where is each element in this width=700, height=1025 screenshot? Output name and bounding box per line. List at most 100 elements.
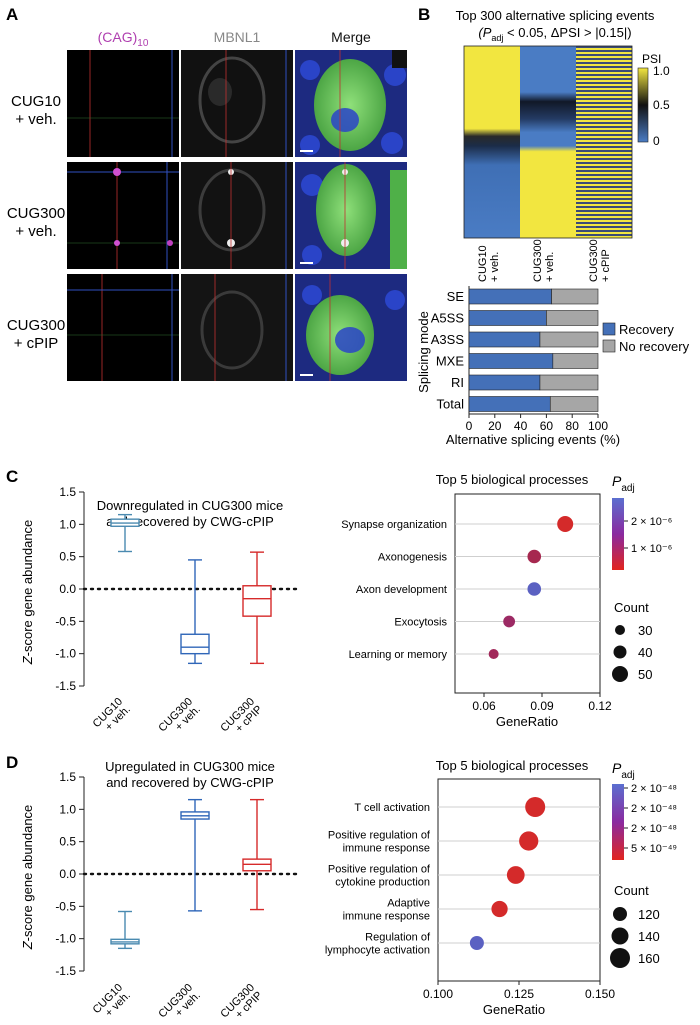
panel-a: (CAG)10 MBNL1 Merge CUG10 + veh. CUG300 + … — [7, 29, 407, 381]
term-dot — [527, 582, 542, 596]
bar-category-label: A5SS — [431, 311, 465, 326]
box-group-label: CUG300+ veh. — [156, 982, 203, 1025]
bar-segment-no-recovery — [546, 310, 599, 326]
legend-label-no-recovery: No recovery — [619, 339, 690, 354]
count-legend-dot — [610, 948, 630, 968]
padj-tick-label: 2 × 10⁻⁶ — [631, 516, 672, 528]
bar-segment-no-recovery — [549, 396, 599, 412]
bar-category-label: Total — [437, 397, 465, 412]
x-tick-label: 0.150 — [585, 987, 615, 1001]
boxplot-d-y-axis-label: Z-score gene abundance — [20, 805, 35, 951]
bar-segment-recovery — [468, 310, 547, 326]
col-header-merge: Merge — [331, 29, 371, 45]
heatmap-column-cug300-cpip — [576, 46, 632, 238]
term-dot — [506, 866, 525, 884]
count-legend-dot — [613, 645, 627, 659]
micrograph-row-2 — [67, 162, 407, 269]
y-tick-label: 0.5 — [59, 835, 76, 849]
term-label: Axon development — [356, 584, 447, 596]
heatmap-col-label-2: CUG300+ veh. — [532, 239, 556, 282]
term-dot — [491, 900, 508, 918]
micrograph-row-3 — [67, 274, 407, 381]
x-tick-label: 0.12 — [588, 699, 612, 713]
box-iqr — [180, 633, 210, 655]
padj-tick-label: 2 × 10⁻⁴⁸ — [631, 783, 677, 795]
y-tick-label: -0.5 — [55, 899, 76, 913]
count-legend-dot — [613, 907, 627, 921]
y-tick-label: 0.5 — [59, 550, 76, 564]
bar-y-axis-label: Splicing mode — [416, 311, 431, 393]
y-tick-label: -1.5 — [55, 679, 76, 693]
dotplot-d-title: Top 5 biological processes — [436, 758, 589, 773]
bar-segment-recovery — [468, 353, 554, 369]
panel-d-dot-plot: Top 5 biological processes GeneRatio T c… — [325, 758, 677, 1017]
panel-c-dot-plot: Top 5 biological processes GeneRatio Syn… — [341, 472, 672, 729]
term-label: Learning or memory — [349, 649, 448, 661]
row-label-1: CUG10 + veh. — [11, 93, 61, 128]
dotplot-c-title: Top 5 biological processes — [436, 472, 589, 487]
y-tick-label: -0.5 — [55, 614, 76, 628]
psi-colorbar-label: PSI — [642, 52, 661, 66]
count-legend-dot — [611, 927, 629, 945]
psi-tick-1: 1.0 — [653, 64, 670, 78]
row-label-3: CUG300 + cPIP — [7, 317, 65, 352]
bar-category-label: RI — [451, 375, 464, 390]
legend-swatch-no-recovery — [602, 339, 616, 353]
boxplot-c-title-line2: and recovered by CWG-cPIP — [106, 514, 274, 529]
bar-category-label: MXE — [436, 354, 465, 369]
y-tick-label: 1.5 — [59, 485, 76, 499]
bar-segment-no-recovery — [539, 331, 599, 348]
boxplot-c-title-line1: Downregulated in CUG300 mice — [97, 498, 283, 513]
x-tick-label: 0.125 — [504, 987, 534, 1001]
count-legend-label: 40 — [638, 645, 652, 660]
count-legend-dot — [615, 625, 625, 635]
bar-x-tick-label: 60 — [540, 419, 554, 433]
count-legend-label: 30 — [638, 623, 652, 638]
heatmap-title-line1: Top 300 alternative splicing events — [456, 8, 655, 23]
legend-swatch-recovery — [602, 322, 616, 336]
padj-colorbar-c — [612, 498, 624, 570]
dotplot-c-x-axis-label: GeneRatio — [496, 714, 558, 729]
box-group-2 — [180, 559, 210, 665]
box-group-label: CUG300+ cPIP — [218, 696, 265, 743]
y-tick-label: -1.5 — [55, 964, 76, 978]
term-label: Positive regulation of cytokine productio… — [328, 864, 431, 889]
heatmap-col-label-3: CUG300+ cPIP — [588, 239, 612, 282]
boxplot-d-title-line2: and recovered by CWG-cPIP — [106, 775, 274, 790]
panel-b: Top 300 alternative splicing events (Pad… — [456, 8, 670, 282]
x-tick-label: 0.100 — [423, 987, 453, 1001]
image-cag-row1 — [67, 50, 179, 157]
box-group-1 — [110, 513, 140, 553]
psi-colorbar — [637, 67, 649, 143]
plot-frame — [454, 493, 601, 694]
term-dot — [525, 797, 546, 817]
y-tick-label: 1.0 — [59, 802, 76, 816]
y-tick-label: 1.0 — [59, 517, 76, 531]
count-legend-label: 120 — [638, 907, 660, 922]
bar-segment-recovery — [468, 374, 541, 391]
bar-segment-no-recovery — [551, 288, 599, 305]
count-legend-dot — [612, 666, 628, 682]
term-dot — [503, 615, 516, 628]
panel-c-box-plot: Downregulated in CUG300 mice and recover… — [20, 485, 302, 743]
count-legend-d-title: Count — [614, 883, 649, 898]
bar-segment-recovery — [468, 288, 552, 305]
bar-x-tick-label: 0 — [466, 419, 473, 433]
y-tick-label: 1.5 — [59, 770, 76, 784]
bar-x-axis-label: Alternative splicing events (%) — [446, 432, 620, 447]
bar-x-tick-label: 20 — [488, 419, 502, 433]
panel-label-d: D — [6, 753, 18, 772]
padj-tick-label: 2 × 10⁻⁴⁸ — [631, 823, 677, 835]
box-group-label: CUG10+ veh. — [91, 982, 133, 1024]
bar-category-label: SE — [447, 289, 465, 304]
boxplot-d-title-line1: Upregulated in CUG300 mice — [105, 759, 275, 774]
count-legend-c-title: Count — [614, 600, 649, 615]
padj-legend-d-title: Padj — [612, 760, 635, 781]
micrograph-row-1 — [67, 50, 407, 157]
box-group-label: CUG300+ veh. — [156, 696, 203, 743]
padj-tick-label: 1 × 10⁻⁶ — [631, 543, 672, 555]
term-label: Synapse organization — [341, 519, 447, 531]
y-tick-label: -1.0 — [55, 647, 76, 661]
heatmap-column-cug300-veh — [520, 46, 576, 238]
